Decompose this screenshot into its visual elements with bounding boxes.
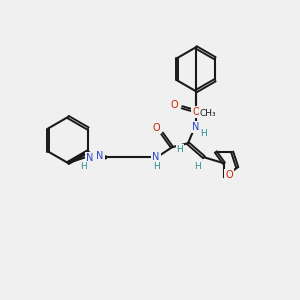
Text: N: N: [96, 152, 103, 161]
Text: H: H: [154, 162, 160, 171]
Text: O: O: [225, 170, 233, 180]
Text: N: N: [86, 153, 94, 163]
Text: N: N: [192, 122, 200, 132]
Text: H: H: [195, 162, 201, 171]
Text: H: H: [201, 129, 207, 138]
Text: N: N: [152, 152, 160, 162]
Text: O: O: [170, 100, 178, 110]
Text: O: O: [192, 107, 200, 117]
Text: H: H: [81, 162, 87, 171]
Text: CH₃: CH₃: [200, 109, 216, 118]
Text: O: O: [152, 123, 160, 133]
Text: H: H: [177, 145, 183, 154]
